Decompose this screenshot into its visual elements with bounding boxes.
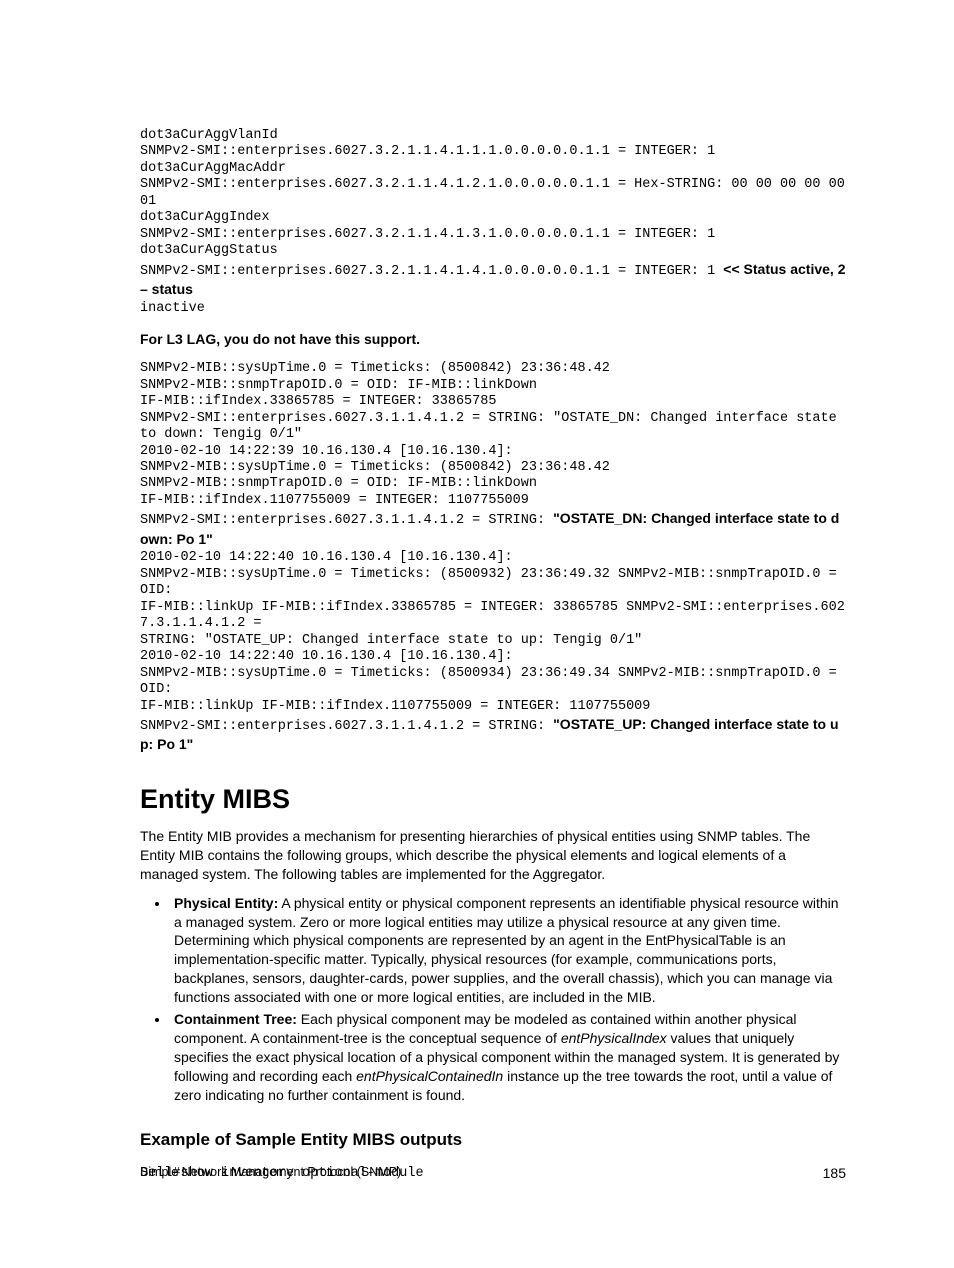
code-line: SNMPv2-SMI::enterprises.6027.3.1.1.4.1.2… [140, 513, 553, 528]
code-line: 2010-02-10 14:22:40 10.16.130.4 [10.16.1… [140, 649, 513, 664]
code-line: SNMPv2-MIB::sysUpTime.0 = Timeticks: (85… [140, 666, 845, 697]
code-line: dot3aCurAggMacAddr [140, 161, 286, 176]
code-line: 2010-02-10 14:22:39 10.16.130.4 [10.16.1… [140, 444, 513, 459]
page-footer: Simple Network Management Protocol (SNMP… [140, 1165, 846, 1181]
section-heading-entity-mibs: Entity MIBS [140, 784, 846, 815]
note-l3-lag: For L3 LAG, you do not have this support… [140, 331, 846, 347]
footer-title: Simple Network Management Protocol (SNMP… [140, 1165, 401, 1179]
bullet-list: Physical Entity: A physical entity or ph… [140, 894, 846, 1105]
code-line: SNMPv2-MIB::sysUpTime.0 = Timeticks: (85… [140, 567, 845, 598]
code-line: dot3aCurAggStatus [140, 243, 278, 258]
code-line: SNMPv2-SMI::enterprises.6027.3.2.1.1.4.1… [140, 177, 853, 208]
list-item-emph: entPhysicalIndex [561, 1030, 667, 1046]
code-line: SNMPv2-SMI::enterprises.6027.3.1.1.4.1.2… [140, 411, 845, 442]
subsection-heading-example: Example of Sample Entity MIBS outputs [140, 1130, 846, 1150]
code-line: SNMPv2-MIB::sysUpTime.0 = Timeticks: (85… [140, 361, 610, 376]
code-line: dot3aCurAggVlanId [140, 128, 278, 143]
code-line: SNMPv2-MIB::snmpTrapOID.0 = OID: IF-MIB:… [140, 378, 537, 393]
code-line: IF-MIB::ifIndex.33865785 = INTEGER: 3386… [140, 394, 496, 409]
list-item-emph: entPhysicalContainedIn [356, 1068, 503, 1084]
code-line: STRING: "OSTATE_UP: Changed interface st… [140, 633, 642, 648]
page: dot3aCurAggVlanId SNMPv2-SMI::enterprise… [0, 0, 954, 1243]
code-line: IF-MIB::linkUp IF-MIB::ifIndex.110775500… [140, 699, 650, 714]
code-block-1: dot3aCurAggVlanId SNMPv2-SMI::enterprise… [140, 128, 846, 317]
paragraph-intro: The Entity MIB provides a mechanism for … [140, 827, 846, 884]
code-line: IF-MIB::ifIndex.1107755009 = INTEGER: 11… [140, 493, 529, 508]
page-number: 185 [823, 1165, 846, 1181]
code-line: dot3aCurAggIndex [140, 210, 270, 225]
code-line: SNMPv2-MIB::snmpTrapOID.0 = OID: IF-MIB:… [140, 476, 537, 491]
code-block-2: SNMPv2-MIB::sysUpTime.0 = Timeticks: (85… [140, 361, 846, 756]
code-line: SNMPv2-SMI::enterprises.6027.3.1.1.4.1.2… [140, 719, 553, 734]
list-item-containment-tree: Containment Tree: Each physical componen… [170, 1010, 846, 1104]
code-line: SNMPv2-MIB::sysUpTime.0 = Timeticks: (85… [140, 460, 610, 475]
code-line: 2010-02-10 14:22:40 10.16.130.4 [10.16.1… [140, 550, 513, 565]
list-item-physical-entity: Physical Entity: A physical entity or ph… [170, 894, 846, 1007]
code-line: SNMPv2-SMI::enterprises.6027.3.2.1.1.4.1… [140, 227, 715, 242]
code-line: IF-MIB::linkUp IF-MIB::ifIndex.33865785 … [140, 600, 845, 631]
list-item-text: A physical entity or physical component … [174, 895, 839, 1005]
list-item-label: Physical Entity: [174, 895, 278, 911]
code-line: inactive [140, 301, 205, 316]
code-line: SNMPv2-SMI::enterprises.6027.3.2.1.1.4.1… [140, 264, 723, 279]
code-line: SNMPv2-SMI::enterprises.6027.3.2.1.1.4.1… [140, 144, 715, 159]
list-item-label: Containment Tree: [174, 1011, 297, 1027]
